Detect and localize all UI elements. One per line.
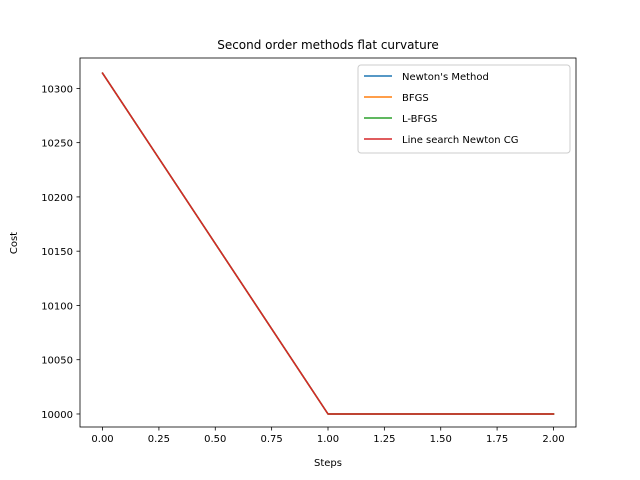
y-tick-label: 10150 bbox=[41, 247, 73, 258]
legend-box bbox=[357, 64, 571, 154]
x-tick-label: 0.50 bbox=[204, 434, 226, 445]
x-tick-label: 0.75 bbox=[261, 434, 283, 445]
y-tick-label: 10300 bbox=[41, 84, 73, 95]
chart-title: Second order methods flat curvature bbox=[217, 38, 439, 52]
legend-label: Newton's Method bbox=[402, 72, 489, 83]
x-tick-label: 1.75 bbox=[486, 434, 508, 445]
x-tick-label: 1.00 bbox=[317, 434, 339, 445]
x-tick-label: 1.25 bbox=[373, 434, 395, 445]
y-tick-label: 10100 bbox=[41, 301, 73, 312]
x-tick-label: 2.00 bbox=[542, 434, 564, 445]
y-tick-label: 10250 bbox=[41, 139, 73, 150]
series-line-3 bbox=[101, 72, 555, 415]
series-lines bbox=[101, 72, 555, 415]
legend-label: BFGS bbox=[402, 93, 429, 104]
y-tick-label: 10000 bbox=[41, 410, 73, 421]
y-tick-label: 10200 bbox=[41, 193, 73, 204]
plot-area-frame bbox=[79, 57, 577, 428]
y-tick-label: 10050 bbox=[41, 356, 73, 367]
x-tick-label: 0.00 bbox=[91, 434, 113, 445]
x-axis-label: Steps bbox=[314, 458, 342, 469]
legend-label: L-BFGS bbox=[402, 114, 437, 125]
y-axis-ticks: 10000 10050 10100 10150 10200 10250 10300 bbox=[41, 84, 80, 421]
legend-label: Line search Newton CG bbox=[402, 135, 519, 146]
y-axis-label: Cost bbox=[9, 232, 20, 254]
x-axis-ticks: 0.00 0.25 0.50 0.75 1.00 1.25 1.50 1.75 2.00 bbox=[91, 427, 565, 445]
x-tick-label: 0.25 bbox=[148, 434, 170, 445]
x-tick-label: 1.50 bbox=[430, 434, 452, 445]
legend: Newton's Method BFGS L-BFGS Line search New… bbox=[357, 64, 571, 154]
